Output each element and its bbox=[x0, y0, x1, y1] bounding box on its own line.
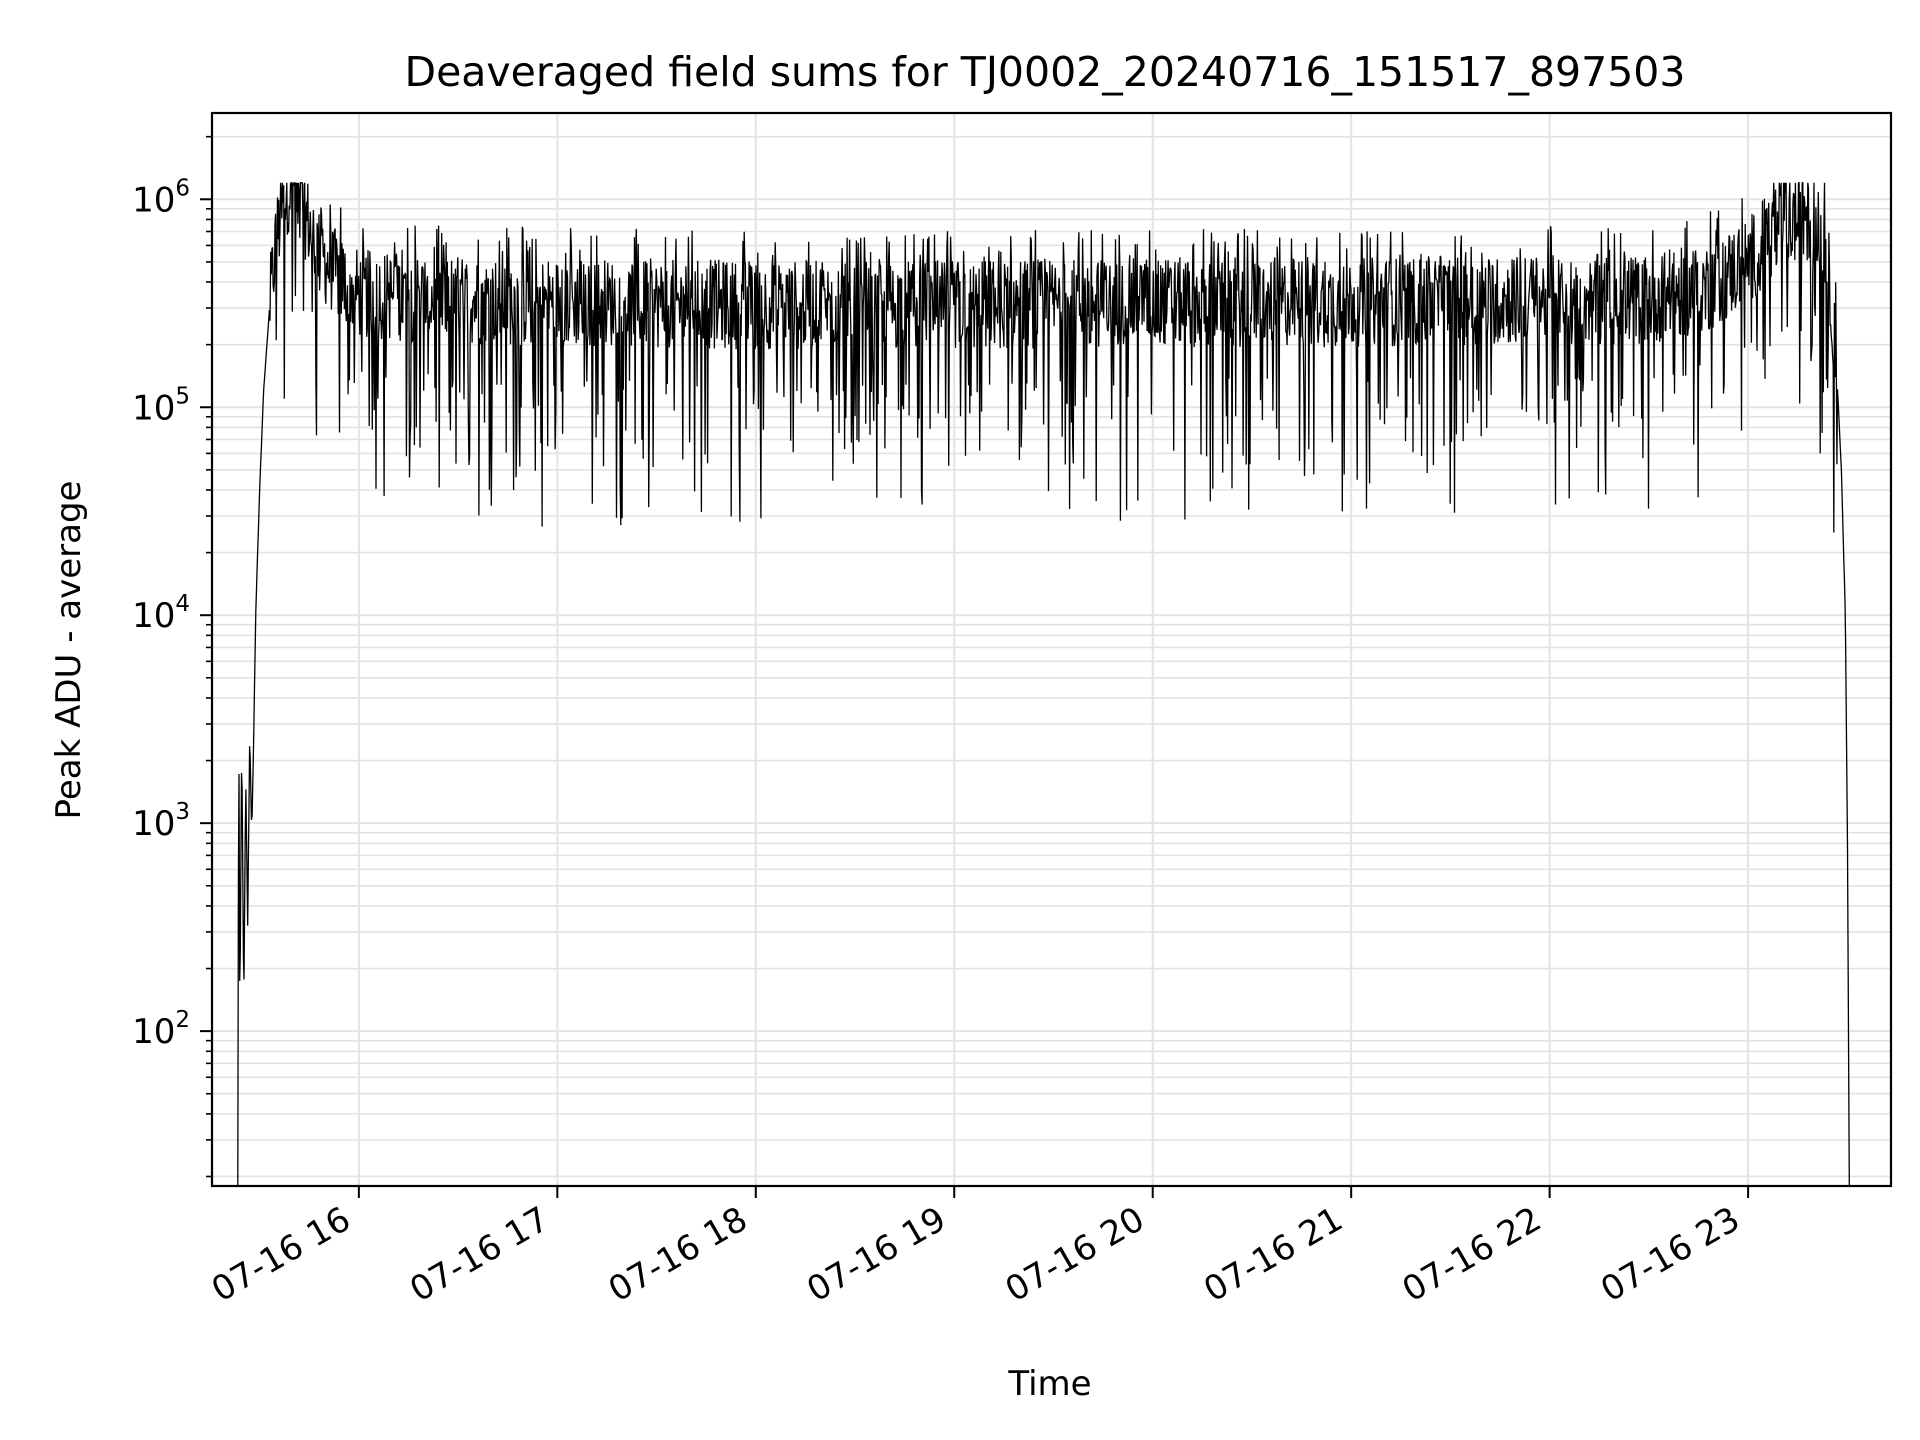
y-tick-label: 104 bbox=[132, 591, 190, 636]
x-tick-label: 07-16 17 bbox=[403, 1199, 555, 1310]
x-tick-label: 07-16 21 bbox=[1197, 1199, 1349, 1310]
x-tick-label: 07-16 19 bbox=[800, 1199, 952, 1310]
x-tick-label: 07-16 20 bbox=[999, 1199, 1151, 1310]
x-tick-label: 07-16 23 bbox=[1594, 1199, 1746, 1310]
y-tick-label: 102 bbox=[132, 1007, 190, 1052]
y-tick-label: 106 bbox=[132, 175, 190, 220]
y-tick-label: 105 bbox=[132, 383, 190, 428]
y-tick-label: 103 bbox=[132, 799, 190, 844]
series-line bbox=[237, 182, 1850, 1187]
x-axis-label: Time bbox=[1007, 1364, 1091, 1404]
x-axis-ticks: 07-16 16 07-16 17 07-16 18 07-16 19 07-16 20… bbox=[205, 1186, 1750, 1310]
y-axis-ticks: 102 103 104 105 106 bbox=[132, 135, 212, 1178]
grid-lines bbox=[212, 113, 1891, 1186]
x-tick-label: 07-16 22 bbox=[1396, 1199, 1548, 1310]
x-tick-label: 07-16 16 bbox=[205, 1199, 357, 1310]
data-series-line bbox=[237, 182, 1850, 1187]
y-axis-label: Peak ADU - average bbox=[49, 481, 89, 820]
chart-title: Deaveraged field sums for TJ0002_2024071… bbox=[405, 48, 1686, 96]
x-tick-label: 07-16 18 bbox=[602, 1199, 754, 1310]
plot-frame bbox=[210, 111, 1893, 1188]
